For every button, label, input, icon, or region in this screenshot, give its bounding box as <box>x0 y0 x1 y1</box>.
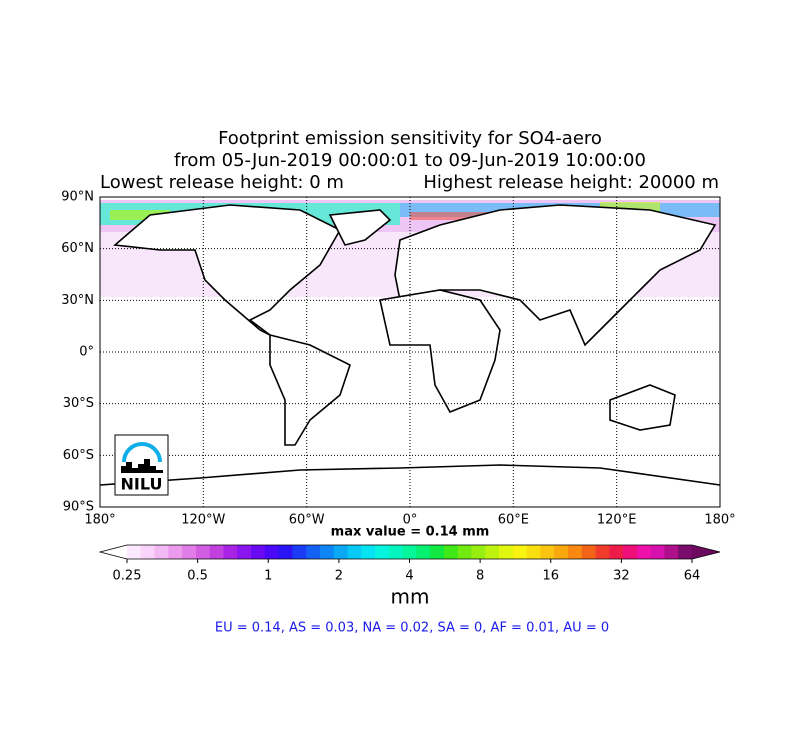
colorbar: 0.25 0.5 1 2 4 8 16 32 64 <box>98 544 721 584</box>
colorbar-segment <box>195 545 211 559</box>
logo-arc <box>122 442 162 463</box>
colorbar-segment <box>443 545 459 559</box>
colorbar-segment <box>264 545 280 559</box>
colorbar-segment <box>457 545 473 559</box>
greenland <box>328 209 392 246</box>
colorbar-segment <box>361 545 376 559</box>
colorbar-tick-label: 16 <box>542 569 559 584</box>
region-summary: EU = 0.14, AS = 0.03, NA = 0.02, SA = 0,… <box>215 621 609 636</box>
colorbar-segment <box>485 545 500 559</box>
colorbar-segment <box>595 545 610 559</box>
colorbar-segment <box>526 545 541 559</box>
lat-tick-label: 30°N <box>61 293 94 308</box>
lon-tick-label: 180° <box>84 513 115 528</box>
colorbar-segment <box>223 545 238 559</box>
colorbar-segment <box>237 545 252 559</box>
colorbar-tick-label: 64 <box>684 569 701 584</box>
lon-tick-label: 60°W <box>289 513 325 528</box>
colorbar-tick-label: 0.25 <box>113 569 142 584</box>
colorbar-tick-label: 32 <box>613 569 630 584</box>
lon-tick-label: 120°W <box>181 513 225 528</box>
colorbar-segment <box>375 545 390 559</box>
colorbar-segment <box>388 545 404 559</box>
colorbar-segment <box>609 545 624 559</box>
colorbar-segment <box>664 545 679 559</box>
colorbar-segment <box>209 545 224 559</box>
colorbar-segment <box>567 545 583 559</box>
colorbar-segment <box>402 545 417 559</box>
lon-tick-label: 180° <box>704 513 735 528</box>
lat-tick-label: 0° <box>79 345 94 360</box>
colorbar-segment <box>650 545 665 559</box>
colorbar-segment <box>636 545 652 559</box>
lon-tick-label: 60°E <box>498 513 529 528</box>
australia <box>609 384 676 431</box>
map-frame <box>99 196 721 508</box>
lat-tick-label: 60°N <box>61 241 94 256</box>
title-line: Footprint emission sensitivity for SO4-a… <box>218 128 602 149</box>
title-highest: Highest release height: 20000 m <box>423 172 719 193</box>
colorbar-tick-label: 2 <box>335 569 343 584</box>
logo: NILU <box>114 434 169 496</box>
colorbar-segment <box>540 545 555 559</box>
colorbar-segment <box>292 545 307 559</box>
colorbar-segment <box>347 545 362 559</box>
colorbar-segment <box>333 545 348 559</box>
colorbar-segment <box>168 545 183 559</box>
colorbar-tick-label: 1 <box>264 569 272 584</box>
colorbar-segment <box>678 545 693 559</box>
eurasia <box>394 204 717 347</box>
lon-tick-label: 120°E <box>597 513 637 528</box>
colorbar-segment <box>278 545 293 559</box>
colorbar-segment <box>623 545 638 559</box>
colorbar-segment <box>319 545 335 559</box>
map: NILU <box>99 196 721 508</box>
north-america <box>113 204 342 336</box>
lon-tick-label: 0° <box>403 513 418 528</box>
lat-tick-label: 90°N <box>61 190 94 205</box>
colorbar-under <box>100 545 127 559</box>
antarctica <box>99 464 721 486</box>
lat-tick-label: 60°S <box>63 448 94 463</box>
colorbar-over <box>692 545 720 559</box>
colorbar-tick-label: 4 <box>405 569 413 584</box>
title-lowest: Lowest release height: 0 m <box>100 172 344 193</box>
colorbar-segment <box>581 545 597 559</box>
title-line: from 05-Jun-2019 00:00:01 to 09-Jun-2019… <box>174 150 646 171</box>
colorbar-segment <box>430 545 445 559</box>
colorbar-segment <box>554 545 569 559</box>
max-value: max value = 0.14 mm <box>331 525 490 540</box>
colorbar-segment <box>127 545 142 559</box>
colorbar-segment <box>416 545 431 559</box>
colorbar-tick-label: 0.5 <box>187 569 208 584</box>
lat-tick-label: 30°S <box>63 396 94 411</box>
colorbar-segment <box>306 545 321 559</box>
logo-text: NILU <box>121 475 163 494</box>
colorbar-label: mm <box>391 585 430 609</box>
colorbar-segment <box>499 545 514 559</box>
south-america <box>269 333 351 446</box>
colorbar-segment <box>182 545 197 559</box>
colorbar-segment <box>154 545 169 559</box>
colorbar-segment <box>512 545 528 559</box>
colorbar-segment <box>471 545 486 559</box>
colorbar-tick-label: 8 <box>476 569 484 584</box>
colorbar-segment <box>251 545 266 559</box>
logo-skyline <box>121 459 163 473</box>
lat-tick-label: 90°S <box>63 500 94 515</box>
colorbar-segment <box>140 545 156 559</box>
